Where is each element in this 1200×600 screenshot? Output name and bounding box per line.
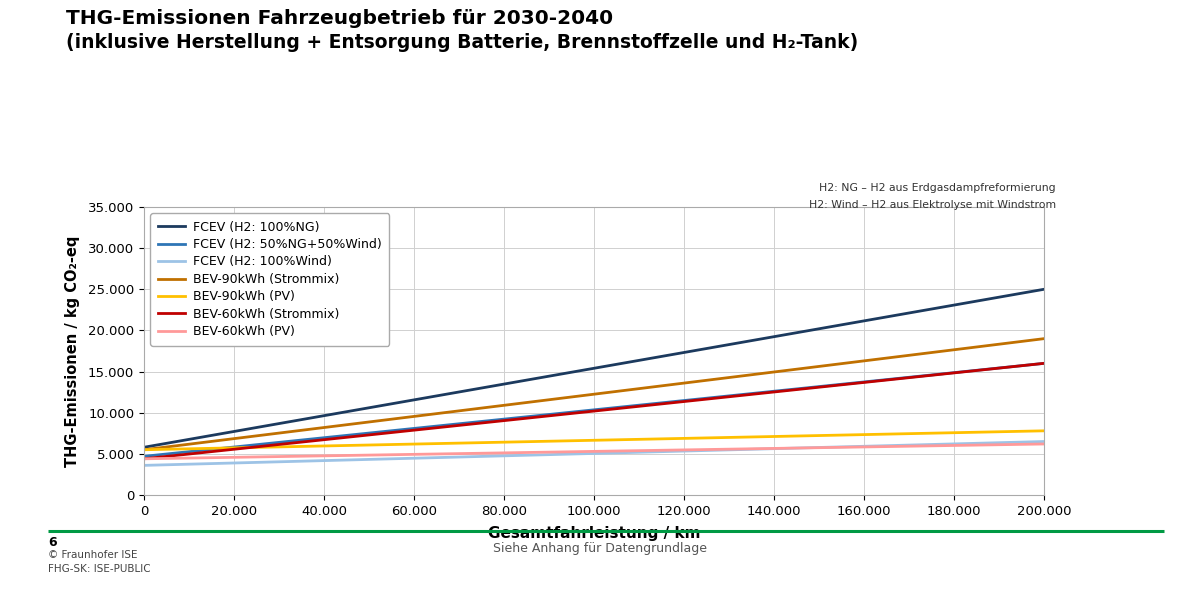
Text: H2: NG – H2 aus Erdgasdampfreformierung: H2: NG – H2 aus Erdgasdampfreformierung xyxy=(820,183,1056,193)
Text: Fraunhofer: Fraunhofer xyxy=(1030,562,1088,571)
Text: Siehe Anhang für Datengrundlage: Siehe Anhang für Datengrundlage xyxy=(493,542,707,555)
Bar xyxy=(1088,529,1102,570)
Legend: FCEV (H2: 100%NG), FCEV (H2: 50%NG+50%Wind), FCEV (H2: 100%Wind), BEV-90kWh (Str: FCEV (H2: 100%NG), FCEV (H2: 50%NG+50%Wi… xyxy=(150,213,389,346)
Bar xyxy=(1106,537,1120,570)
Text: H2: Wind – H2 aus Elektrolyse mit Windstrom: H2: Wind – H2 aus Elektrolyse mit Windst… xyxy=(809,200,1056,210)
Bar xyxy=(1070,537,1084,570)
Bar xyxy=(1124,545,1138,570)
Text: FHG-SK: ISE-PUBLIC: FHG-SK: ISE-PUBLIC xyxy=(48,564,151,574)
Y-axis label: THG-Emissionen / kg CO₂-eq: THG-Emissionen / kg CO₂-eq xyxy=(65,235,79,467)
Text: © Fraunhofer ISE: © Fraunhofer ISE xyxy=(48,550,138,560)
Text: 6: 6 xyxy=(48,536,56,549)
Bar xyxy=(1052,545,1066,570)
Text: ISE: ISE xyxy=(1139,571,1160,584)
X-axis label: Gesamtfahrleistung / km: Gesamtfahrleistung / km xyxy=(487,526,701,541)
Text: THG-Emissionen Fahrzeugbetrieb für 2030-2040: THG-Emissionen Fahrzeugbetrieb für 2030-… xyxy=(66,9,613,28)
Text: (inklusive Herstellung + Entsorgung Batterie, Brennstoffzelle und H₂-Tank): (inklusive Herstellung + Entsorgung Batt… xyxy=(66,33,858,52)
